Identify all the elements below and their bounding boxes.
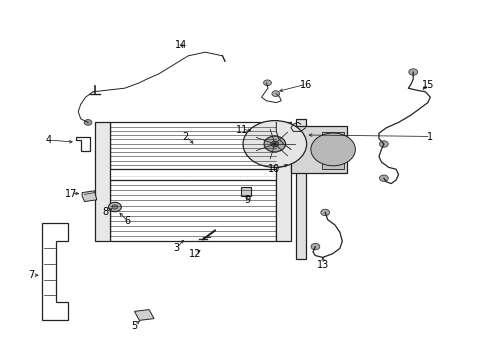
Text: 2: 2 — [183, 132, 188, 142]
Text: 9: 9 — [244, 195, 249, 205]
Text: 10: 10 — [267, 164, 280, 174]
Text: 16: 16 — [299, 80, 311, 90]
Text: 1: 1 — [427, 132, 432, 142]
Text: 6: 6 — [124, 216, 130, 226]
Circle shape — [263, 80, 271, 86]
Polygon shape — [95, 122, 110, 241]
Circle shape — [408, 69, 417, 75]
Circle shape — [108, 202, 121, 212]
Polygon shape — [134, 310, 154, 320]
Text: 5: 5 — [131, 321, 137, 331]
Circle shape — [112, 205, 118, 209]
Text: 15: 15 — [421, 80, 433, 90]
Circle shape — [320, 209, 329, 216]
Polygon shape — [276, 122, 290, 241]
Text: 14: 14 — [174, 40, 187, 50]
Text: 8: 8 — [102, 207, 108, 217]
Circle shape — [310, 133, 355, 166]
Text: 7: 7 — [29, 270, 35, 280]
Circle shape — [264, 136, 285, 152]
Polygon shape — [241, 187, 250, 196]
Bar — [321, 132, 344, 169]
Circle shape — [271, 91, 279, 96]
Polygon shape — [295, 119, 305, 259]
Text: 17: 17 — [64, 189, 77, 199]
Polygon shape — [82, 191, 97, 202]
Circle shape — [270, 141, 278, 147]
Bar — [290, 126, 346, 173]
Text: 12: 12 — [189, 249, 202, 259]
Circle shape — [379, 141, 387, 147]
Text: 13: 13 — [316, 260, 328, 270]
Circle shape — [379, 175, 387, 181]
Text: 11: 11 — [235, 125, 248, 135]
Text: 3: 3 — [173, 243, 179, 253]
Circle shape — [84, 120, 92, 125]
Text: 4: 4 — [46, 135, 52, 145]
Circle shape — [310, 243, 319, 250]
Circle shape — [243, 121, 306, 167]
